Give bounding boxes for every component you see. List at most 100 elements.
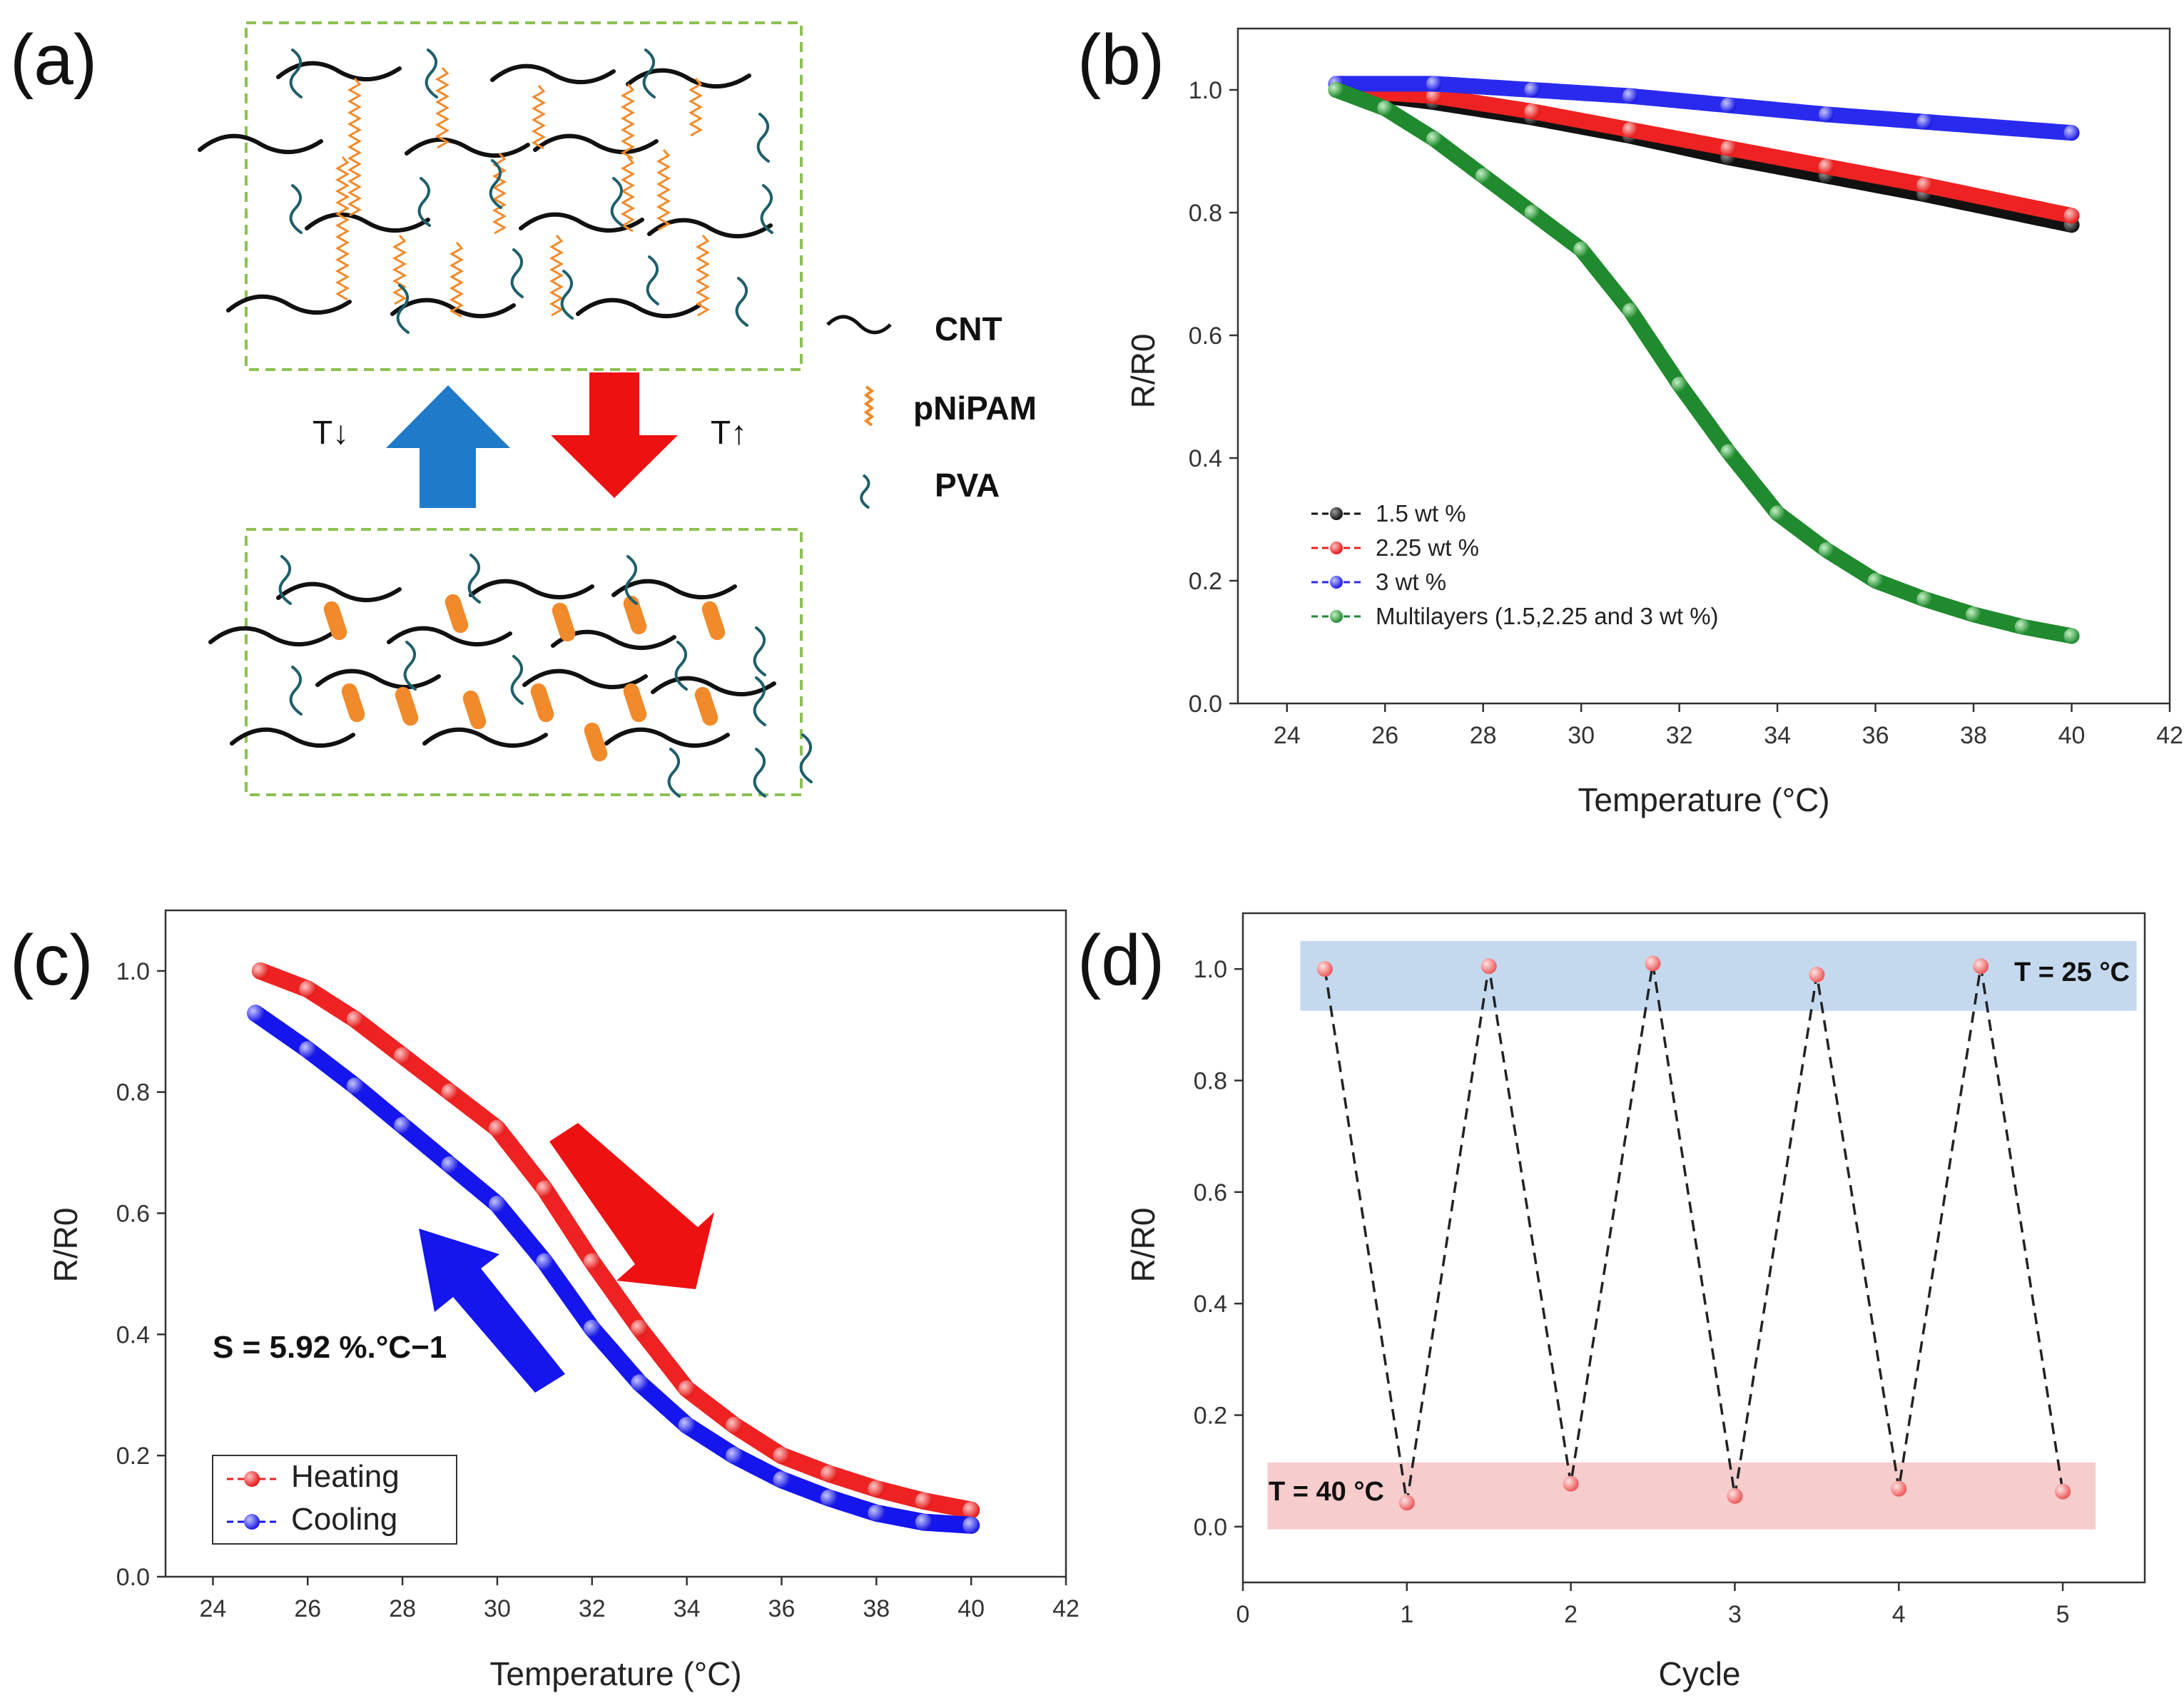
pnipam-collapsed-globule (623, 683, 647, 723)
data-point (536, 1180, 554, 1198)
data-point (1916, 177, 1933, 193)
heating-label: T↑ (711, 414, 747, 451)
pnipam-collapsed-globule (395, 686, 419, 726)
data-point (1720, 444, 1737, 460)
x-tick-label: 26 (1371, 722, 1398, 749)
x-tick-label: 40 (2058, 722, 2086, 749)
panel-c-plot-frame (164, 909, 1067, 1578)
data-point (678, 1416, 696, 1434)
pnipam-collapsed-globule (530, 683, 554, 723)
legend-cnt-label: CNT (935, 310, 1002, 347)
y-tick-label: 0.2 (116, 1443, 150, 1470)
pva-chain (289, 49, 303, 98)
band-top-label: T = 25 °C (2014, 957, 2130, 987)
panel-c-xlabel: Temperature (°C) (489, 1655, 741, 1692)
x-tick-label: 42 (1052, 1595, 1080, 1622)
pva-chain (753, 676, 766, 726)
data-point (441, 1156, 459, 1174)
cycle-point (1891, 1480, 1907, 1497)
cnt-fiber (576, 298, 701, 318)
pnipam-chain (695, 235, 711, 317)
arrow-up-icon (386, 385, 510, 508)
data-point (583, 1253, 601, 1271)
cnt-fiber (305, 212, 430, 233)
panel-b-chart: (b) 24 26 28 30 32 34 36 38 40 42 0.0 0.2 0.4 0.6 0.8 1… (1077, 20, 2183, 818)
pnipam-chain (688, 78, 704, 137)
legend-b-1-label: 2.25 wt % (1376, 534, 1479, 561)
cycle-point (1973, 958, 1989, 975)
x-tick-label: 30 (484, 1595, 511, 1622)
cnt-fiber (626, 68, 751, 88)
series-line (1328, 76, 2080, 141)
data-point (299, 980, 317, 998)
x-tick-label: 34 (674, 1595, 701, 1622)
data-point (299, 1041, 317, 1059)
legend-c-1-swatch-marker (244, 1514, 260, 1530)
pva-chain (560, 270, 574, 320)
panel-b-ylabel: R/R0 (1124, 334, 1162, 409)
panel-d-xlabel: Cycle (1658, 1655, 1740, 1692)
cold-state-box (245, 21, 803, 371)
data-point (915, 1492, 933, 1510)
panel-c-legend: Heating Cooling (212, 1455, 457, 1545)
cnt-fiber (387, 626, 512, 646)
data-point (394, 1117, 412, 1134)
pva-chain (756, 113, 770, 163)
data-point (441, 1083, 459, 1101)
legend-b-2-swatch-marker (1330, 576, 1343, 589)
y-tick-label: 0.2 (1194, 1403, 1227, 1430)
cnt-fiber (276, 581, 402, 602)
pva-chain (489, 159, 502, 209)
x-tick-label: 3 (1728, 1601, 1742, 1628)
panel-d-chart: (d) 0 1 2 3 4 50.00.20.40.60.81.0 Cycle R/R0 … (1077, 912, 2146, 1692)
band-bottom-label: T = 40 °C (1269, 1477, 1384, 1507)
x-tick-label: 36 (1862, 722, 1889, 749)
pva-chain (760, 184, 773, 234)
data-point (915, 1513, 933, 1531)
data-point (247, 1005, 265, 1022)
data-point (1377, 100, 1393, 116)
data-point (1916, 591, 1933, 607)
panel-c-series (247, 962, 980, 1534)
heating-direction-arrow-icon (549, 1123, 714, 1289)
data-point (536, 1253, 554, 1271)
x-tick-label: 36 (768, 1595, 796, 1622)
panel-d-series (1316, 955, 2071, 1511)
legend-b-0-label: 1.5 wt % (1376, 500, 1466, 527)
cnt-fiber (226, 294, 352, 315)
pva-chain (642, 49, 656, 98)
x-tick-label: 1 (1400, 1601, 1413, 1628)
panel-a-label: (a) (10, 20, 97, 100)
pnipam-chain (620, 156, 636, 233)
cycle-point (1645, 955, 1661, 972)
legend-c-0-swatch-marker (244, 1471, 260, 1487)
x-tick-label: 32 (1666, 722, 1693, 749)
data-point (2063, 208, 2080, 224)
y-tick-label: 0.6 (116, 1201, 150, 1228)
panel-c-ticks: 24 26 28 30 32 34 36 38 40 42 0.0 0.2 0.4 0.6 0.8 1.0 (116, 958, 1080, 1622)
x-tick-label: 42 (2156, 722, 2183, 749)
data-point (1622, 88, 1638, 104)
panel-b-label: (b) (1077, 20, 1164, 100)
pva-chain (799, 733, 813, 783)
data-point (1818, 106, 1834, 123)
pnipam-collapsed-globule (694, 686, 718, 726)
cycle-point (1563, 1475, 1579, 1492)
legend-b-1-swatch-marker (1330, 542, 1343, 554)
pva-chain (610, 177, 624, 227)
cnt-wave-icon (826, 315, 892, 335)
pva-chain (425, 49, 438, 98)
data-point (868, 1480, 885, 1498)
data-point (1769, 505, 1786, 522)
series-line (1328, 82, 2080, 644)
pnipam-chain (347, 78, 362, 217)
panel-b-plot-frame (1236, 27, 2171, 705)
x-tick-label: 30 (1568, 722, 1595, 749)
panel-b-xlabel: Temperature (°C) (1578, 781, 1829, 818)
x-tick-label: 5 (2056, 1601, 2070, 1628)
data-point (1818, 158, 1834, 175)
cold-state-network (198, 49, 773, 334)
pva-chain (289, 666, 303, 716)
data-point (1720, 97, 1737, 113)
pva-chain (403, 641, 417, 691)
